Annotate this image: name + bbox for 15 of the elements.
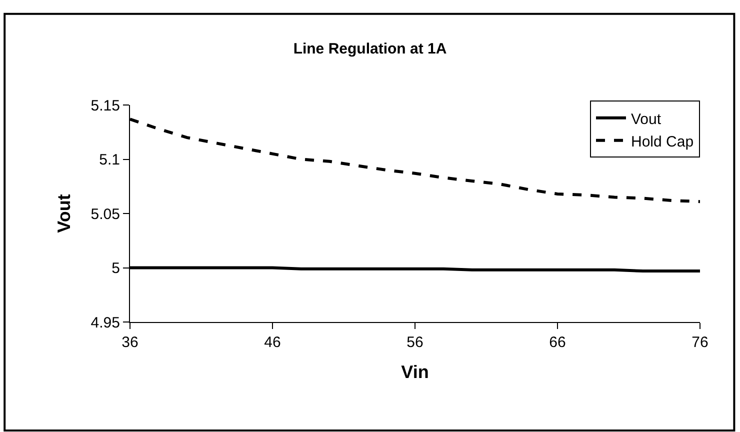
legend-label: Vout <box>631 110 662 128</box>
x-tick-label: 66 <box>549 334 566 351</box>
y-tick-label: 4.95 <box>90 314 120 332</box>
x-tick-label: 56 <box>406 334 424 351</box>
y-tick-label: 5.1 <box>99 152 120 168</box>
y-tick-label: 5 <box>112 260 120 277</box>
y-tick-label: 5.05 <box>90 206 120 223</box>
x-tick-label: 76 <box>692 334 708 351</box>
y-tick-label: 5.15 <box>90 97 120 114</box>
x-axis-title: Vin <box>401 362 429 382</box>
x-tick-label: 36 <box>122 334 138 351</box>
x-tick-label: 46 <box>264 334 281 351</box>
legend-label: Hold Cap <box>631 133 694 150</box>
y-axis-title: Vout <box>54 194 74 233</box>
chart-title: Line Regulation at 1A <box>293 40 447 58</box>
